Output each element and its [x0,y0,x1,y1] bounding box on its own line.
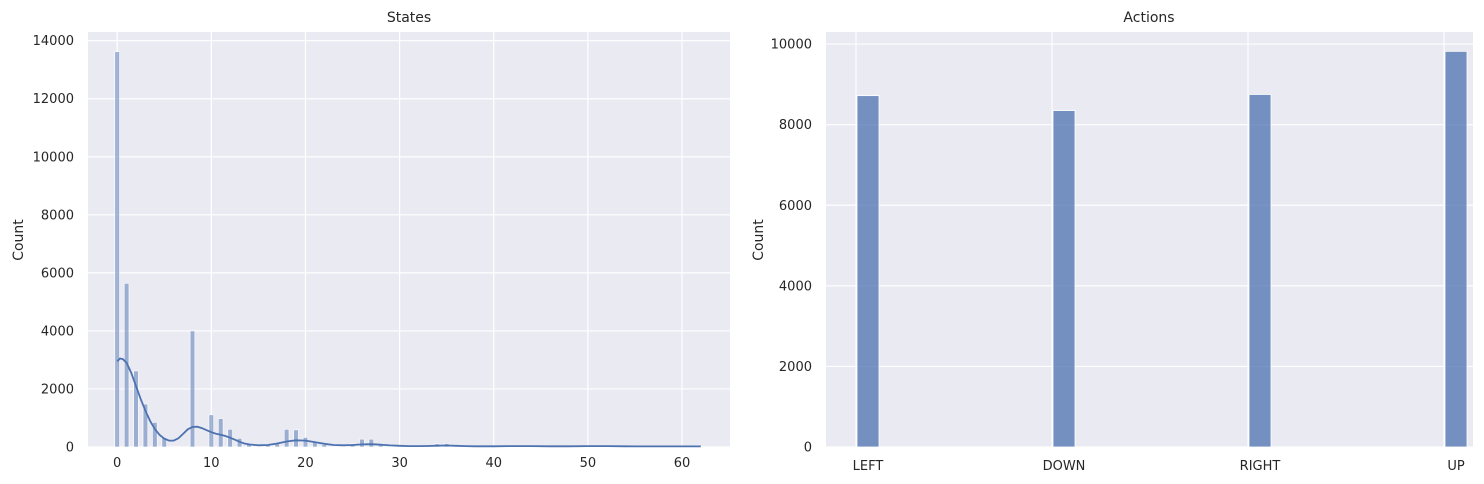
actions-title: Actions [1123,10,1174,26]
actions-y-tick-label: 10000 [771,38,812,53]
states-bar [321,444,327,448]
actions-y-label: Count [751,219,767,261]
states-chart: 0 10 20 30 40 50 60 0 2000 4000 6000 8000 10000 1200… [11,10,730,471]
states-bar [133,370,139,448]
actions-bar-up [1444,50,1468,448]
actions-y-tick-label: 8000 [779,118,812,133]
actions-y-ticks: 0 2000 4000 6000 8000 10000 [771,38,812,456]
states-x-tick-label: 40 [485,456,502,471]
actions-chart: LEFT DOWN RIGHT UP 0 2000 4000 6000 8000 10000 A… [751,10,1473,474]
states-y-tick-label: 8000 [41,208,74,223]
states-bar [302,437,309,448]
actions-y-tick-label: 0 [804,441,812,456]
states-x-tick-label: 0 [113,456,121,471]
states-y-tick-label: 12000 [33,92,74,107]
states-bar [142,403,149,448]
actions-y-tick-label: 4000 [779,279,812,294]
states-bar [161,437,167,448]
states-x-tick-label: 60 [674,456,691,471]
states-y-tick-label: 4000 [41,324,74,339]
states-kde-line [116,357,701,448]
actions-bar-down [1052,110,1076,448]
states-x-tick-label: 10 [203,456,220,471]
states-bar [293,429,299,448]
states-y-tick-label: 6000 [41,266,74,281]
states-plot-area [88,32,730,447]
states-y-tick-label: 14000 [33,34,74,49]
states-bar [189,330,196,448]
actions-y-tick-label: 2000 [779,360,812,375]
states-bar [283,428,290,448]
states-x-ticks: 0 10 20 30 40 50 60 [113,456,690,471]
states-bar [359,438,365,448]
states-bar [368,438,374,448]
states-bar [114,51,120,448]
states-bar [152,422,158,448]
states-title: States [387,10,431,26]
actions-plot-area [826,32,1473,447]
states-y-ticks: 0 2000 4000 6000 8000 10000 12000 14000 [33,34,74,455]
states-y-tick-label: 0 [66,441,74,456]
actions-x-tick-label: RIGHT [1240,459,1281,474]
actions-bar-left [856,95,880,448]
actions-y-tick-label: 6000 [779,199,812,214]
states-y-tick-label: 2000 [41,382,74,397]
actions-x-ticks: LEFT DOWN RIGHT UP [853,459,1465,474]
states-y-tick-label: 10000 [33,150,74,165]
actions-bar-right [1248,94,1272,448]
actions-x-tick-label: DOWN [1043,459,1086,474]
states-x-tick-label: 50 [580,456,597,471]
actions-x-tick-label: LEFT [853,459,884,474]
states-grid [88,32,730,448]
states-x-tick-label: 20 [297,456,314,471]
states-y-label: Count [11,219,27,261]
states-bar [218,418,224,448]
actions-bars [856,50,1468,448]
actions-grid [826,32,1473,448]
states-x-tick-label: 30 [391,456,408,471]
actions-x-tick-label: UP [1447,459,1465,474]
states-bar [123,283,130,448]
